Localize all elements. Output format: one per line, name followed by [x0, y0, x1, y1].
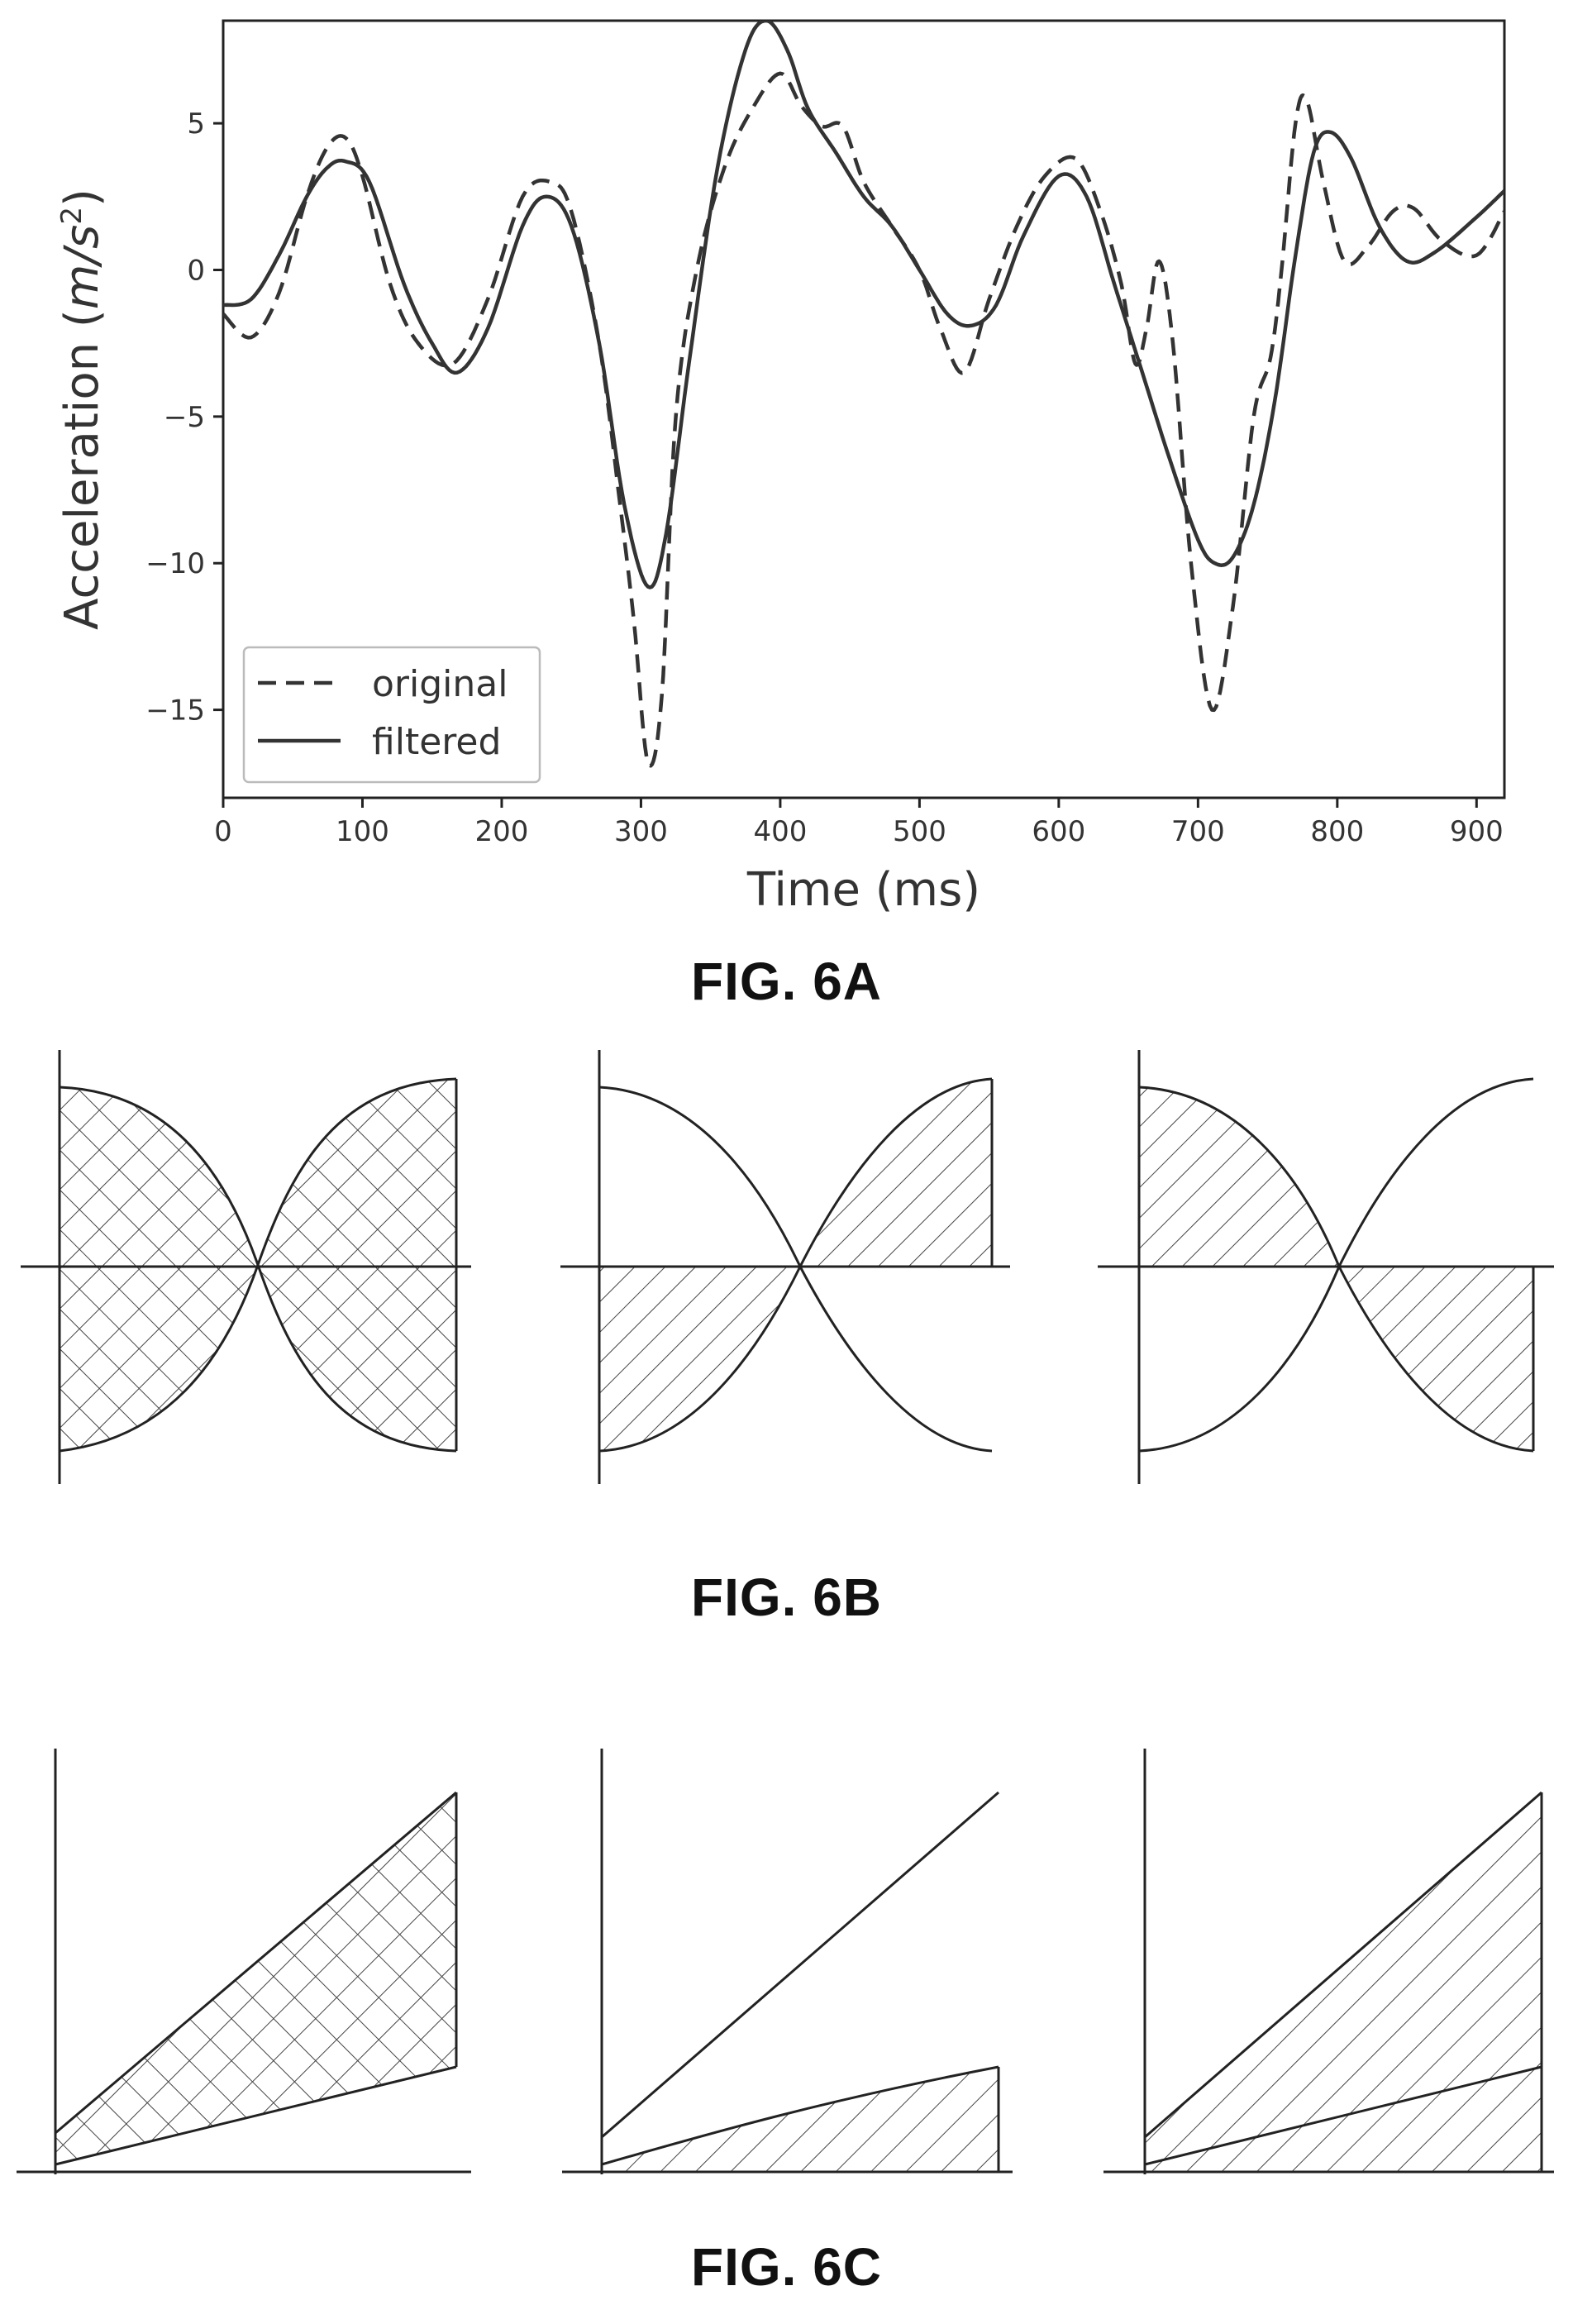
hatched-region [602, 2067, 999, 2172]
x-tick-label: 700 [1171, 815, 1225, 848]
upper-line [601, 1791, 999, 2139]
upper-line [1144, 1791, 1542, 2139]
fig6c-diagram [17, 1749, 1554, 2174]
x-tick-label: 0 [214, 815, 232, 848]
fig6c-panel-1 [17, 1749, 471, 2174]
fig6b-panel-1 [21, 1050, 471, 1484]
x-tick-label: 300 [614, 815, 668, 848]
lower-line [55, 2065, 457, 2166]
legend-original-label: original [372, 663, 508, 705]
upper-line [55, 1791, 457, 2135]
fig6c-caption: FIG. 6C [690, 2237, 883, 2297]
x-tick-label: 600 [1032, 815, 1085, 848]
y-tick-label: 5 [187, 107, 205, 141]
y-tick-label: −10 [145, 547, 205, 580]
fig6c-panel-3 [1103, 1749, 1554, 2174]
fig6b-diagram [21, 1050, 1554, 1484]
y-axis-label: Acceleration (m/s2) [55, 188, 109, 630]
lower-curve [601, 2065, 999, 2166]
y-tick-label: −15 [145, 694, 205, 728]
y-tick-label: 0 [187, 255, 205, 288]
legend: original filtered [242, 646, 541, 784]
fig6b-panel-3 [1098, 1050, 1554, 1484]
x-tick-label: 500 [893, 815, 946, 848]
y-tick-label: −5 [164, 401, 205, 434]
x-tick-label: 100 [336, 815, 389, 848]
hatched-region-lower [599, 1267, 800, 1451]
hatched-region-upper [1139, 1087, 1339, 1267]
lower-line [1144, 2065, 1542, 2166]
series-filtered-line [223, 21, 1504, 589]
y-axis-ticks: 5 0 −5 −10 −15 [145, 107, 223, 728]
plot-frame [222, 19, 1506, 799]
x-axis-label: Time (ms) [746, 863, 980, 917]
fig6b-caption: FIG. 6B [690, 1568, 883, 1627]
crosshatched-region [55, 1792, 456, 2164]
fig6a-chart: 0 100 200 300 400 500 600 700 800 900 50−5−10−15 … [55, 19, 1506, 917]
hatched-region [1145, 1792, 1542, 2172]
fig6c-panel-2 [562, 1749, 1013, 2174]
x-tick-label: 800 [1310, 815, 1364, 848]
fig6a-caption: FIG. 6A [690, 952, 883, 1011]
negative-cosine-curve [59, 1077, 457, 1453]
x-tick-label: 900 [1450, 815, 1504, 848]
x-tick-label: 200 [475, 815, 529, 848]
x-axis-ticks: 0 100 200 300 400 500 600 700 800 900 [214, 798, 1504, 848]
fig6b-panel-2 [560, 1050, 1010, 1484]
hatched-region-upper [800, 1079, 992, 1267]
hatched-region-lower [1339, 1267, 1533, 1451]
x-tick-label: 400 [753, 815, 807, 848]
legend-filtered-label: filtered [372, 721, 501, 763]
series-original-line [223, 71, 1504, 768]
